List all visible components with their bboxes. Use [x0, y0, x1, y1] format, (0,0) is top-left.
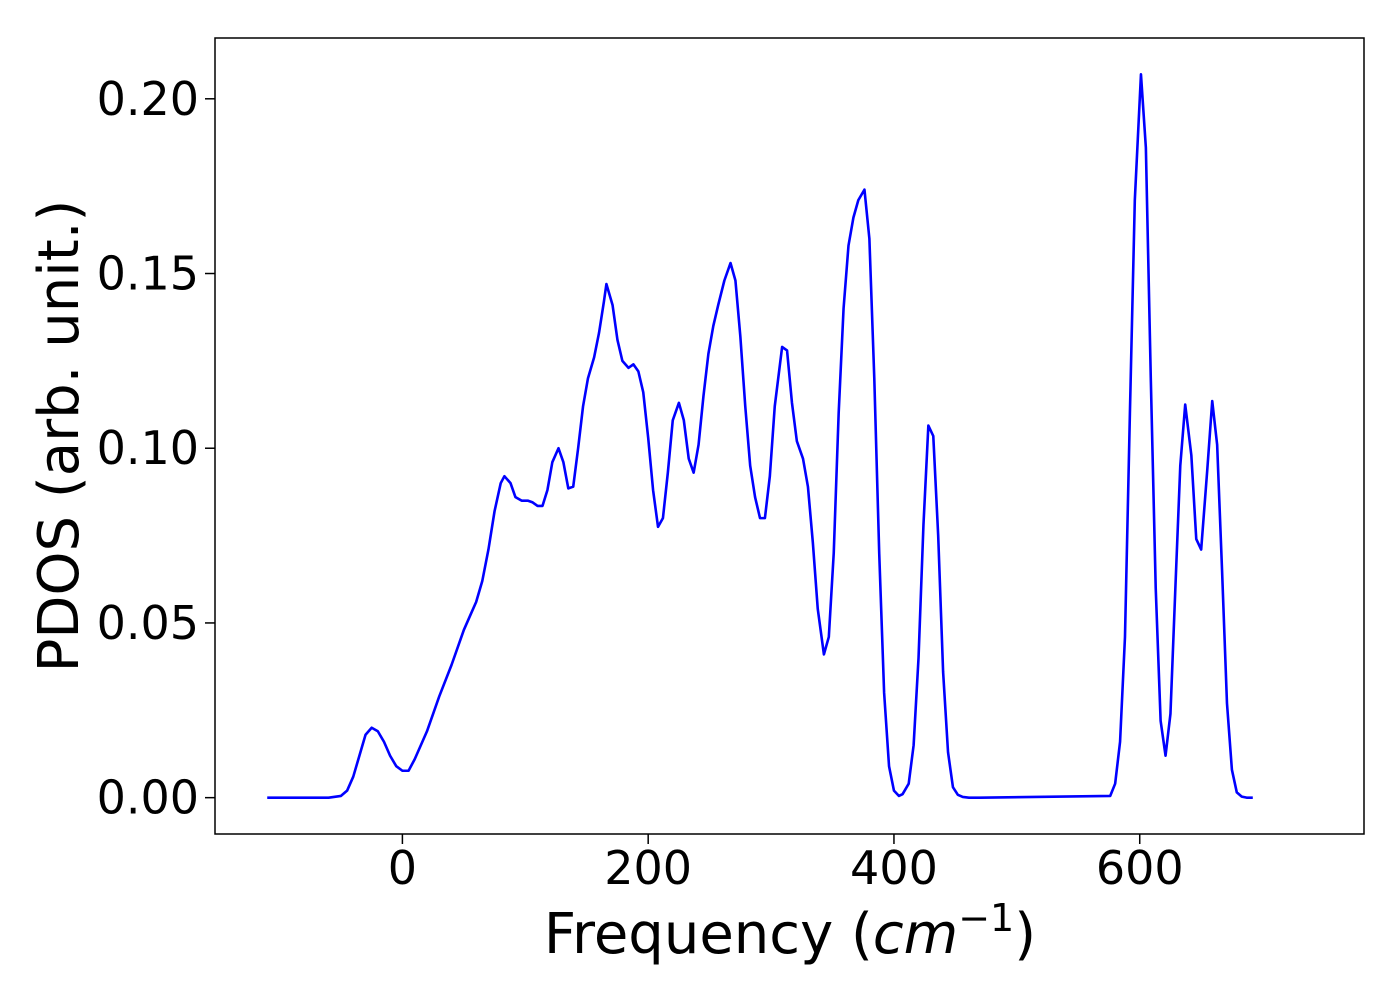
x-tick-label: 400	[850, 841, 938, 895]
x-label-exponent: −1	[958, 896, 1014, 940]
x-tick-label: 600	[1096, 841, 1184, 895]
x-label-text: )	[1014, 902, 1036, 967]
y-tick-label: 0.20	[97, 72, 199, 126]
y-tick-label: 0.10	[97, 421, 199, 475]
y-tick-label: 0.00	[97, 771, 199, 825]
y-tick-label: 0.15	[97, 247, 199, 301]
plot-frame	[214, 37, 1365, 835]
x-tick-label: 200	[604, 841, 692, 895]
x-tick-label: 0	[388, 841, 417, 895]
x-axis-label: Frequency (cm−1)	[544, 896, 1036, 967]
y-tick-label: 0.05	[97, 596, 199, 650]
y-axis-label: PDOS (arb. unit.)	[27, 200, 92, 673]
x-label-text: Frequency (	[544, 902, 873, 967]
line-series	[267, 73, 1253, 799]
x-label-unit: cm	[873, 902, 958, 967]
